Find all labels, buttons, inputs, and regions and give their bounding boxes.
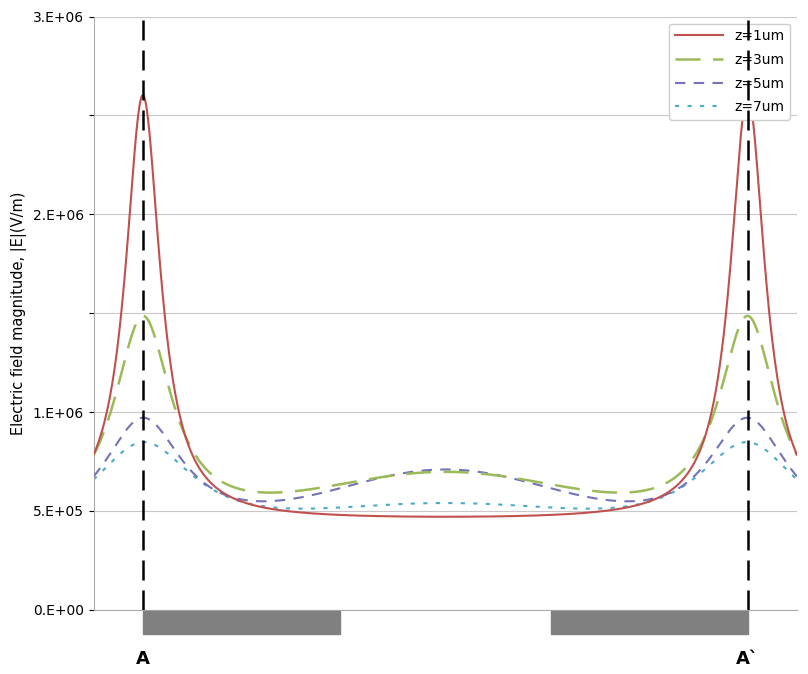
z=5um	[124, 423, 134, 431]
z=7um	[792, 475, 802, 483]
z=3um	[536, 479, 545, 487]
Y-axis label: Electric field magnitude, |E|(V/m): Electric field magnitude, |E|(V/m)	[11, 191, 27, 435]
z=1um	[89, 450, 99, 458]
z=5um	[343, 482, 353, 490]
z=1um	[536, 512, 545, 520]
z=5um	[792, 472, 802, 481]
Bar	[551, 611, 747, 634]
z=3um	[89, 451, 99, 459]
Line: z=3um: z=3um	[94, 316, 797, 493]
Line: z=7um: z=7um	[94, 442, 797, 509]
z=3um	[505, 473, 515, 481]
z=7um	[536, 503, 545, 511]
Text: A: A	[136, 650, 149, 668]
z=1um	[505, 512, 515, 520]
z=1um	[343, 511, 353, 519]
z=5um	[89, 472, 99, 481]
z=3um	[792, 451, 802, 459]
z=5um	[536, 481, 545, 489]
z=3um	[124, 340, 134, 348]
Line: z=1um: z=1um	[94, 95, 797, 517]
z=3um	[343, 479, 353, 487]
z=5um	[138, 414, 148, 422]
z=5um	[505, 474, 515, 482]
z=7um	[343, 503, 353, 511]
z=5um	[648, 495, 658, 503]
z=7um	[124, 443, 134, 451]
z=3um	[610, 489, 620, 497]
z=7um	[89, 475, 99, 483]
z=7um	[297, 505, 307, 513]
Bar	[143, 611, 340, 634]
Legend: z=1um, z=3um, z=5um, z=7um: z=1um, z=3um, z=5um, z=7um	[669, 24, 790, 120]
Line: z=5um: z=5um	[94, 418, 797, 501]
z=1um	[648, 496, 658, 504]
z=1um	[440, 513, 450, 521]
z=7um	[505, 501, 515, 509]
z=1um	[124, 220, 134, 228]
z=5um	[610, 497, 620, 505]
z=7um	[648, 497, 658, 505]
z=3um	[266, 489, 276, 497]
z=5um	[259, 497, 268, 506]
z=7um	[610, 503, 620, 512]
z=3um	[138, 312, 148, 320]
z=7um	[139, 438, 149, 446]
z=3um	[648, 485, 658, 493]
z=1um	[610, 506, 620, 514]
z=1um	[138, 91, 148, 99]
Text: A`: A`	[736, 650, 759, 668]
z=1um	[792, 450, 802, 458]
